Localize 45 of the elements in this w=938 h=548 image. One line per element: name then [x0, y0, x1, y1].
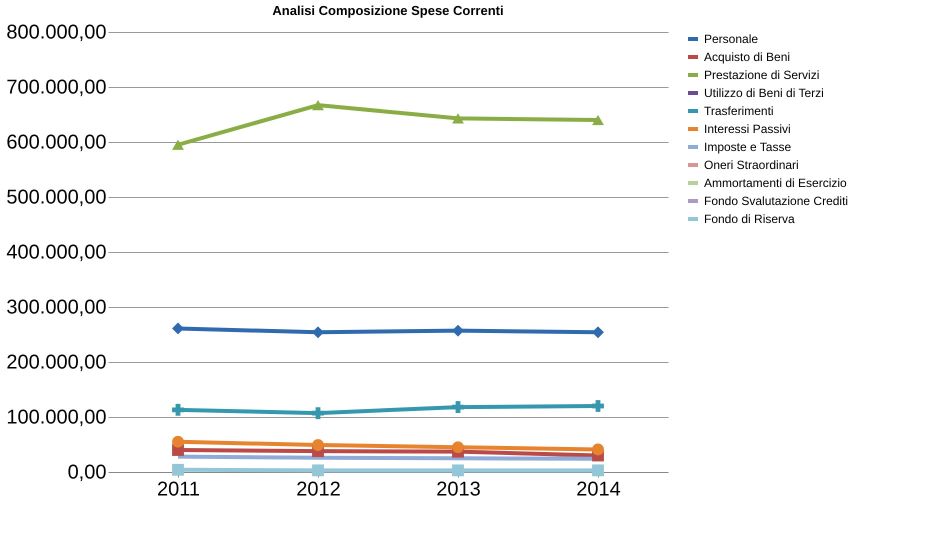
- point: [172, 436, 184, 448]
- legend-label: Personale: [704, 32, 758, 46]
- point: [452, 464, 464, 476]
- point: [172, 404, 184, 416]
- chart-title: Analisi Composizione Spese Correnti: [272, 3, 504, 18]
- legend-label: Trasferimenti: [704, 104, 774, 118]
- point: [312, 326, 324, 338]
- point: [592, 400, 604, 412]
- x-tick-label: 2012: [296, 478, 341, 500]
- point: [312, 464, 324, 476]
- point: [312, 439, 324, 451]
- y-tick-label: 500.000,00: [6, 186, 106, 208]
- point: [172, 322, 184, 334]
- point: [312, 100, 324, 110]
- point: [172, 464, 184, 476]
- point: [452, 401, 464, 414]
- point: [592, 464, 604, 476]
- legend-label: Ammortamenti di Esercizio: [704, 176, 848, 190]
- y-tick-label: 200.000,00: [6, 352, 106, 374]
- y-tick-label: 400.000,00: [6, 242, 106, 264]
- legend-label: Imposte e Tasse: [704, 140, 792, 154]
- legend-label: Fondo Svalutazione Crediti: [704, 194, 848, 208]
- point: [452, 324, 464, 337]
- legend-label: Oneri Straordinari: [704, 158, 799, 172]
- point: [172, 140, 184, 150]
- legend-label: Fondo di Riserva: [704, 212, 796, 226]
- legend-label: Utilizzo di Beni di Terzi: [704, 86, 824, 100]
- point: [312, 407, 324, 420]
- point: [452, 441, 464, 454]
- legend-label: Acquisto di Beni: [704, 50, 790, 64]
- legend-label: Prestazione di Servizi: [704, 68, 820, 82]
- x-tick-label: 2011: [156, 478, 200, 500]
- y-tick-label: 100.000,00: [6, 406, 106, 428]
- point: [592, 114, 604, 126]
- point: [452, 113, 464, 124]
- y-tick-label: 0,00: [68, 462, 106, 484]
- point: [592, 444, 604, 456]
- point: [592, 326, 604, 338]
- y-tick-label: 800.000,00: [6, 22, 106, 44]
- y-tick-label: 300.000,00: [6, 296, 106, 318]
- x-tick-label: 2013: [436, 478, 481, 500]
- legend-label: Interessi Passivi: [704, 122, 791, 136]
- y-tick-label: 600.000,00: [6, 132, 106, 154]
- x-tick-label: 2014: [576, 478, 621, 500]
- y-tick-label: 700.000,00: [6, 76, 106, 98]
